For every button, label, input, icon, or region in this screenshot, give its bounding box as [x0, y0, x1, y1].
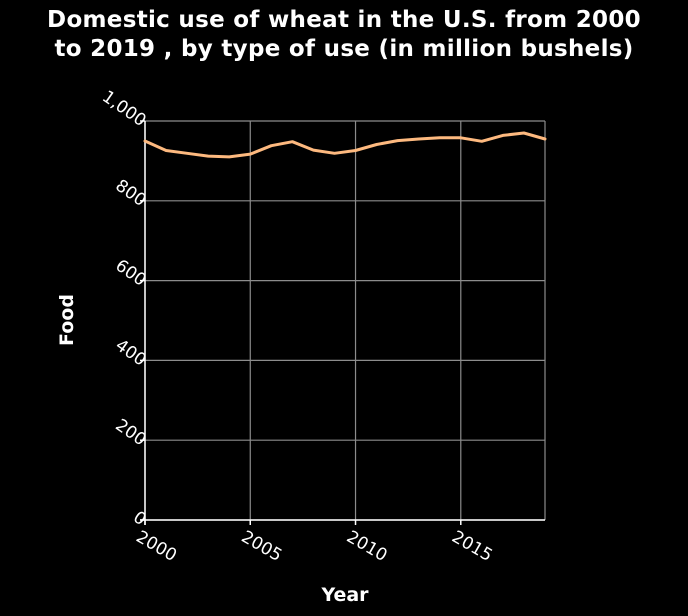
data-point-2002 [186, 152, 189, 155]
data-point-2009 [333, 152, 336, 155]
data-point-2003 [207, 155, 210, 158]
data-point-2008 [312, 149, 315, 152]
data-point-2016 [480, 140, 483, 143]
data-point-2005 [249, 153, 252, 156]
x-tick-label-2015: 2015 [448, 527, 495, 566]
data-point-2012 [396, 139, 399, 142]
data-point-2013 [417, 137, 420, 140]
data-point-2006 [270, 144, 273, 147]
x-tick-label-2005: 2005 [238, 527, 285, 566]
y-tick-label-1000: 1,000 [98, 87, 149, 131]
data-point-2010 [354, 149, 357, 152]
data-point-2018 [522, 131, 525, 134]
data-point-2011 [375, 143, 378, 146]
x-tick-label-2010: 2010 [343, 527, 390, 566]
data-point-2017 [501, 134, 504, 137]
y-tick-label-400: 400 [112, 335, 150, 370]
x-tick-labels: 2000 2005 2010 2015 [133, 527, 496, 566]
x-axis-label: Year [320, 584, 369, 606]
data-point-2001 [165, 149, 168, 152]
chart-title-line-1: Domestic use of wheat in the U.S. from 2… [47, 7, 641, 33]
chart-title-line-2: to 2019 , by type of use (in million bus… [54, 36, 634, 62]
data-point-2004 [228, 155, 231, 158]
y-axis-label: Food [56, 294, 78, 346]
data-point-2000 [144, 139, 147, 142]
data-point-2015 [459, 136, 462, 139]
y-tick-label-800: 800 [112, 176, 150, 211]
series-line-0 [143, 131, 547, 159]
data-point-2014 [438, 136, 441, 139]
axes [140, 120, 545, 525]
plot-area [145, 121, 545, 520]
chart-title: Domestic use of wheat in the U.S. from 2… [0, 6, 688, 64]
y-tick-label-200: 200 [112, 415, 150, 450]
data-series [143, 131, 547, 159]
y-tick-label-600: 600 [112, 256, 150, 291]
data-point-2019 [544, 137, 547, 140]
x-tick-label-2000: 2000 [133, 527, 180, 566]
data-point-2007 [291, 140, 294, 143]
